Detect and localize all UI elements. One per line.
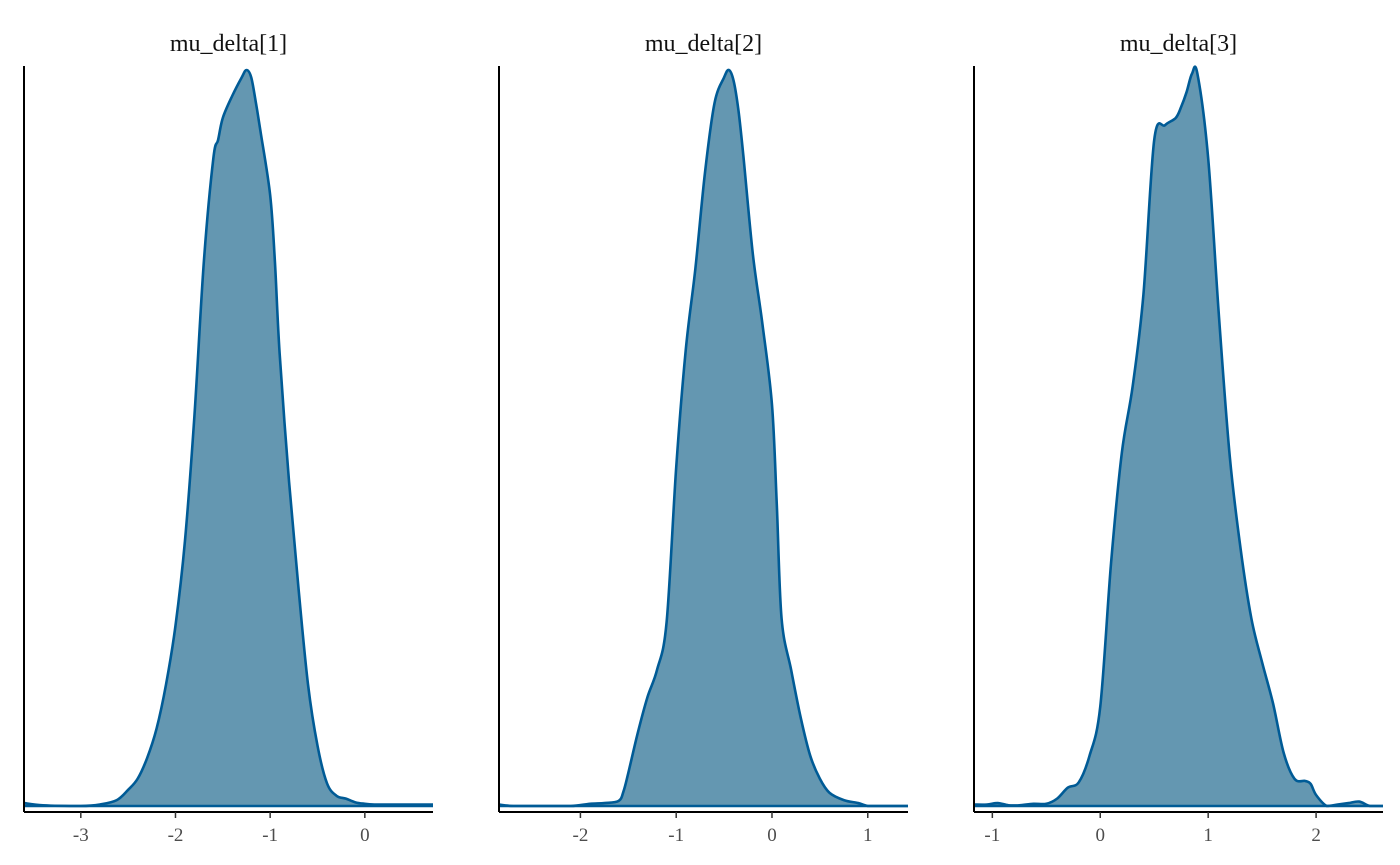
panel-mu-delta-2: mu_delta[2] -2 -1 0 1 [498, 31, 908, 846]
panel-mu-delta-3: mu_delta[3] -1 0 1 2 [973, 31, 1383, 846]
x-tick-label: 2 [1311, 825, 1321, 846]
density-area [499, 69, 908, 806]
x-tick-label: -1 [668, 825, 684, 846]
panel-title: mu_delta[1] [170, 31, 287, 57]
x-tick-label: 1 [1203, 825, 1213, 846]
x-tick-label: -1 [984, 825, 1000, 846]
x-tick-label: -1 [262, 825, 278, 846]
x-tick-label: -2 [168, 825, 184, 846]
x-tick-label: -3 [73, 825, 89, 846]
density-line [498, 68, 908, 808]
panel-title: mu_delta[2] [645, 31, 762, 57]
density-area [974, 66, 1383, 806]
density-line [973, 65, 1383, 808]
x-tick-label: 0 [360, 825, 370, 846]
density-area [24, 70, 433, 806]
x-tick-label: 1 [863, 825, 873, 846]
x-tick-label: -2 [573, 825, 589, 846]
panel-title: mu_delta[3] [1120, 31, 1237, 57]
density-line [23, 68, 433, 808]
x-tick-label: 0 [767, 825, 777, 846]
x-tick-label: 0 [1096, 825, 1106, 846]
panel-mu-delta-1: mu_delta[1] -3 -2 -1 0 [23, 31, 433, 846]
